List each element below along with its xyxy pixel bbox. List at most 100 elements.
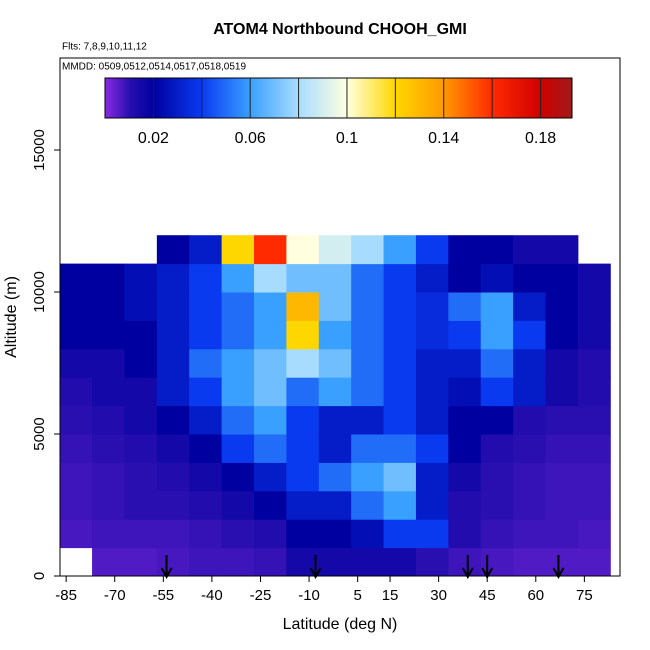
heatmap-cell [513, 462, 547, 492]
heatmap-cell [189, 292, 223, 321]
heatmap-cell [545, 405, 579, 435]
heatmap-cell [189, 405, 223, 435]
heatmap-cell [92, 434, 125, 463]
flight-arrow [552, 555, 565, 580]
heatmap-cell [124, 320, 158, 350]
heatmap-cell [318, 263, 352, 293]
heatmap-cell [92, 547, 125, 577]
heatmap-cell [221, 462, 255, 492]
heatmap-cell [318, 490, 352, 520]
heatmap-cell [124, 348, 158, 378]
heatmap-cell [286, 377, 320, 407]
heatmap-cell [545, 320, 579, 350]
heatmap-cell [577, 320, 611, 350]
heatmap-cell [480, 405, 514, 435]
heatmap-cell [221, 263, 255, 293]
x-tick-label: 15 [382, 587, 399, 604]
heatmap-cell [221, 434, 255, 463]
heatmap-cell [415, 235, 449, 265]
heatmap-cell [415, 547, 449, 577]
heatmap-cell [124, 377, 158, 407]
heatmap-cell [545, 490, 579, 520]
heatmap-cell [577, 405, 611, 435]
heatmap-cell [513, 320, 547, 350]
heatmap-cell [351, 434, 385, 463]
heatmap-cell [513, 519, 547, 549]
heatmap-cell [545, 377, 579, 407]
heatmap-cell [383, 547, 417, 577]
heatmap-cell [318, 320, 352, 350]
heatmap-cell [513, 490, 547, 520]
heatmap-cell [189, 490, 223, 520]
flight-arrow [160, 555, 173, 580]
x-tick-label: 75 [576, 587, 593, 604]
heatmap-cell [318, 405, 352, 435]
heatmap-cell [318, 377, 352, 407]
heatmap-cell [254, 547, 287, 577]
heatmap-cell [286, 320, 320, 350]
heatmap-cell [156, 263, 190, 293]
heatmap-cell [383, 434, 417, 463]
heatmap-cell [577, 377, 611, 407]
heatmap-cell [286, 292, 320, 321]
dates-note: MMDD: 0509,0512,0514,0517,0518,0519 [62, 62, 246, 73]
chart-title: ATOM4 Northbound CHOOH_GMI [213, 21, 467, 38]
heatmap-cell [480, 490, 514, 520]
heatmap-cell [60, 348, 93, 378]
arrow-head [160, 567, 173, 580]
heatmap-cell [480, 377, 514, 407]
heatmap-cell [286, 547, 320, 577]
x-tick-label: 5 [353, 587, 361, 604]
heatmap-cell [577, 519, 611, 549]
heatmap-cell [351, 377, 385, 407]
heatmap-cell [189, 547, 223, 577]
heatmap-cell [480, 434, 514, 463]
heatmap-cell [351, 320, 385, 350]
heatmap-cell [351, 263, 385, 293]
heatmap-cell [60, 377, 93, 407]
flight-arrow [461, 555, 474, 580]
heatmap-cell [513, 405, 547, 435]
heatmap-cell [286, 434, 320, 463]
heatmap-cell [383, 235, 417, 265]
heatmap-cell [254, 462, 287, 492]
heatmap-cell [545, 462, 579, 492]
heatmap-cell [189, 434, 223, 463]
heatmap-cell [254, 263, 287, 293]
heatmap-cell [513, 547, 547, 577]
heatmap-cell [513, 292, 547, 321]
heatmap-cell [254, 405, 287, 435]
y-tick-label: 15000 [31, 129, 48, 171]
heatmap-cell [383, 263, 417, 293]
heatmap-cell [124, 462, 158, 492]
heatmap-cell [189, 320, 223, 350]
heatmap-cell [92, 320, 125, 350]
heatmap-cell [60, 263, 93, 293]
heatmap-cell [351, 292, 385, 321]
heatmap-cell [221, 490, 255, 520]
heatmap-cell [92, 348, 125, 378]
heatmap-cell [156, 348, 190, 378]
x-tick-label: -55 [152, 587, 174, 604]
heatmap-cell [448, 519, 482, 549]
heatmap-cell [124, 490, 158, 520]
heatmap-cell [254, 434, 287, 463]
heatmap-cell [156, 434, 190, 463]
heatmap-cell [318, 235, 352, 265]
heatmap-cell [383, 320, 417, 350]
heatmap-cell [318, 434, 352, 463]
heatmap-cell [351, 462, 385, 492]
x-tick-label: 60 [527, 587, 544, 604]
heatmap-cell [60, 405, 93, 435]
heatmap-cell [513, 377, 547, 407]
heatmap-cell [351, 235, 385, 265]
heatmap-cell [156, 490, 190, 520]
x-tick-label: -10 [298, 587, 320, 604]
heatmap-cell [513, 348, 547, 378]
heatmap-cell [60, 320, 93, 350]
heatmap-cell [189, 348, 223, 378]
heatmap-cell [156, 292, 190, 321]
colorbar-tick-label: 0.18 [525, 130, 556, 147]
heatmap-cell [448, 405, 482, 435]
heatmap-cell [318, 462, 352, 492]
